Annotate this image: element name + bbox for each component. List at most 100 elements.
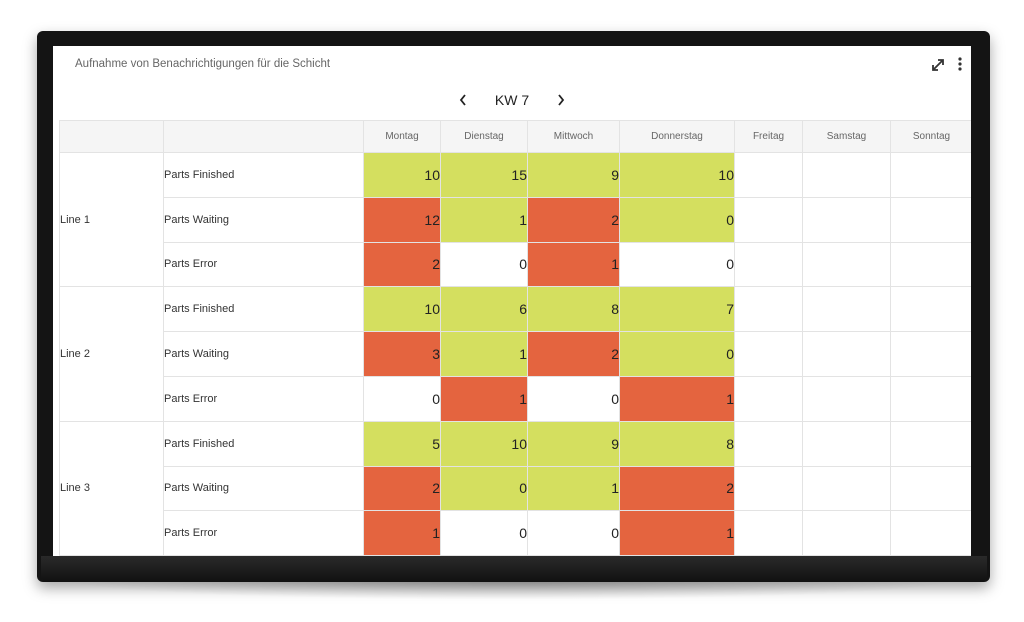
value-cell-neutral: 0 xyxy=(440,510,528,556)
table-row: Parts Error 1 0 0 1 xyxy=(60,510,971,556)
table-row: Parts Error 0 1 0 1 xyxy=(60,375,971,422)
table-row: Line 1 Parts Finished 10 15 9 10 xyxy=(59,151,971,288)
empty-cell xyxy=(802,375,891,422)
header-day: Montag xyxy=(363,120,441,153)
value-cell-good: 9 xyxy=(527,152,620,198)
empty-cell xyxy=(734,152,803,198)
header-day: Samstag xyxy=(802,120,891,153)
empty-cell xyxy=(890,152,971,198)
metric-label: Parts Finished xyxy=(163,286,364,333)
chevron-right-icon[interactable] xyxy=(555,92,567,108)
empty-cell xyxy=(734,286,803,333)
empty-cell xyxy=(802,331,891,377)
week-navigation: KW 7 xyxy=(53,90,971,110)
value-cell-good: 10 xyxy=(440,420,528,467)
empty-cell xyxy=(734,510,803,556)
table-row: Parts Error 2 0 1 0 xyxy=(60,241,971,288)
value-cell-good: 0 xyxy=(619,331,735,377)
empty-cell xyxy=(802,465,891,512)
value-cell-good: 1 xyxy=(440,196,528,243)
line-label: Line 2 xyxy=(59,286,164,422)
metric-label: Parts Waiting xyxy=(163,465,364,512)
header-day: Sonntag xyxy=(890,120,971,153)
empty-cell xyxy=(802,510,891,556)
value-cell-good: 15 xyxy=(440,152,528,198)
value-cell-good: 8 xyxy=(527,286,620,333)
empty-cell xyxy=(890,420,971,467)
notifications-table: Montag Dienstag Mittwoch Donnerstag Frei… xyxy=(59,120,971,556)
value-cell-bad: 1 xyxy=(440,375,528,422)
empty-cell xyxy=(734,196,803,243)
value-cell-good: 10 xyxy=(363,152,441,198)
value-cell-bad: 1 xyxy=(619,375,735,422)
empty-cell xyxy=(890,286,971,333)
line-label: Line 3 xyxy=(59,420,164,556)
metric-label: Parts Finished xyxy=(163,152,364,198)
value-cell-bad: 12 xyxy=(363,196,441,243)
value-cell-good: 7 xyxy=(619,286,735,333)
value-cell-bad: 3 xyxy=(363,331,441,377)
chevron-left-icon[interactable] xyxy=(457,92,469,108)
metric-label: Parts Error xyxy=(163,510,364,556)
value-cell-good: 1 xyxy=(440,331,528,377)
expand-icon[interactable] xyxy=(931,58,945,72)
empty-cell xyxy=(890,510,971,556)
value-cell-good: 0 xyxy=(619,196,735,243)
value-cell-bad: 2 xyxy=(619,465,735,512)
header-day: Mittwoch xyxy=(527,120,620,153)
table-row: Line 2 Parts Finished 10 6 8 7 xyxy=(59,286,971,422)
line-label: Line 1 xyxy=(59,151,164,288)
empty-cell xyxy=(734,420,803,467)
value-cell-good: 8 xyxy=(619,420,735,467)
table-body: Line 1 Parts Finished 10 15 9 10 Parts Waiting… xyxy=(59,151,971,556)
empty-cell xyxy=(802,241,891,288)
metric-label: Parts Finished xyxy=(163,420,364,467)
value-cell-good: 10 xyxy=(619,152,735,198)
week-label: KW 7 xyxy=(494,92,530,108)
empty-cell xyxy=(734,241,803,288)
metric-label: Parts Error xyxy=(163,375,364,422)
empty-cell xyxy=(890,331,971,377)
empty-cell xyxy=(734,465,803,512)
metric-label: Parts Waiting xyxy=(163,196,364,243)
empty-cell xyxy=(802,420,891,467)
table-header-row: Montag Dienstag Mittwoch Donnerstag Frei… xyxy=(59,120,971,153)
metric-label: Parts Error xyxy=(163,241,364,288)
value-cell-bad: 2 xyxy=(527,196,620,243)
value-cell-neutral: 0 xyxy=(619,241,735,288)
value-cell-good: 1 xyxy=(527,465,620,512)
empty-cell xyxy=(734,375,803,422)
value-cell-bad: 2 xyxy=(363,465,441,512)
empty-cell xyxy=(890,241,971,288)
value-cell-bad: 2 xyxy=(527,331,620,377)
metric-label: Parts Waiting xyxy=(163,331,364,377)
value-cell-bad: 1 xyxy=(527,241,620,288)
header-line xyxy=(59,120,164,153)
header-metric xyxy=(163,120,364,153)
header-day: Freitag xyxy=(734,120,803,153)
table-row: Parts Waiting 12 1 2 0 xyxy=(60,196,971,243)
value-cell-neutral: 0 xyxy=(527,375,620,422)
value-cell-good: 6 xyxy=(440,286,528,333)
value-cell-good: 9 xyxy=(527,420,620,467)
panel-title: Aufnahme von Benachrichtigungen für die … xyxy=(75,58,331,70)
empty-cell xyxy=(734,331,803,377)
value-cell-bad: 2 xyxy=(363,241,441,288)
monitor-bezel-bottom xyxy=(41,556,987,582)
value-cell-bad: 1 xyxy=(363,510,441,556)
empty-cell xyxy=(890,375,971,422)
empty-cell xyxy=(802,286,891,333)
value-cell-neutral: 0 xyxy=(527,510,620,556)
table-row: Parts Waiting 2 0 1 2 xyxy=(60,465,971,512)
value-cell-neutral: 0 xyxy=(363,375,441,422)
value-cell-neutral: 0 xyxy=(440,241,528,288)
empty-cell xyxy=(802,152,891,198)
dashboard-panel: Aufnahme von Benachrichtigungen für die … xyxy=(53,46,971,556)
more-vertical-icon[interactable] xyxy=(956,56,964,72)
header-day: Dienstag xyxy=(440,120,528,153)
header-day: Donnerstag xyxy=(619,120,735,153)
value-cell-good: 10 xyxy=(363,286,441,333)
value-cell-good: 0 xyxy=(440,465,528,512)
value-cell-bad: 1 xyxy=(619,510,735,556)
table-row: Parts Waiting 3 1 2 0 xyxy=(60,331,971,377)
